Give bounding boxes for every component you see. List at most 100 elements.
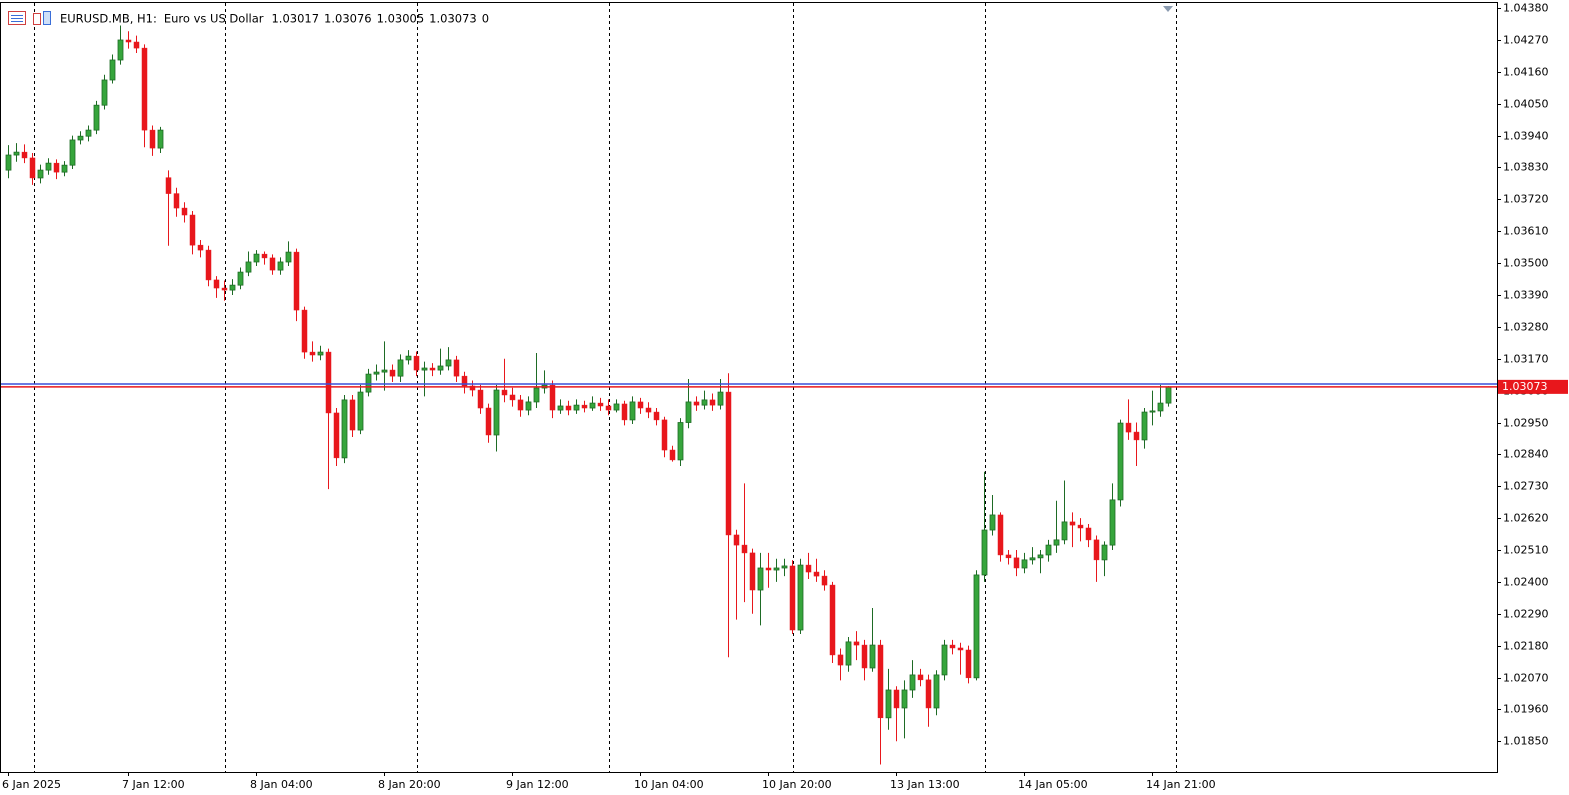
candle-body xyxy=(349,399,356,431)
candle xyxy=(469,380,476,397)
candle-body xyxy=(1085,527,1092,541)
candle-body xyxy=(461,375,468,387)
candle xyxy=(333,408,340,466)
x-tick-label: 9 Jan 12:00 xyxy=(506,778,569,791)
candle xyxy=(621,400,628,426)
candle xyxy=(181,202,188,223)
candle-body xyxy=(973,574,980,679)
candle xyxy=(501,358,508,403)
candle-body xyxy=(941,644,948,676)
candle xyxy=(1029,547,1036,565)
candle xyxy=(813,558,820,582)
candle xyxy=(261,251,268,265)
candle xyxy=(61,161,68,177)
candle-body xyxy=(237,271,244,286)
candle-body xyxy=(1005,554,1012,559)
candle xyxy=(53,159,60,180)
candle xyxy=(1149,390,1156,426)
candle-body xyxy=(509,394,516,401)
candle-body xyxy=(573,404,580,411)
candle xyxy=(173,187,180,217)
candle-body xyxy=(517,399,524,411)
candle-body xyxy=(989,514,996,531)
candle-body xyxy=(661,419,668,451)
candle xyxy=(325,348,332,490)
candle xyxy=(365,368,372,397)
candle xyxy=(669,445,676,462)
candle xyxy=(941,639,948,681)
candle-body xyxy=(1029,557,1036,561)
candle-body xyxy=(325,351,332,414)
candle xyxy=(1085,523,1092,548)
candle xyxy=(981,471,988,582)
candle xyxy=(933,670,940,716)
y-tick-label: 1.02730 xyxy=(1503,480,1549,493)
candle xyxy=(757,552,764,626)
y-tick-label: 1.04380 xyxy=(1503,2,1549,15)
candle xyxy=(949,639,956,655)
candle xyxy=(149,125,156,156)
candle xyxy=(477,384,484,414)
candle xyxy=(573,399,580,414)
y-tick-label: 1.01850 xyxy=(1503,735,1549,748)
candle xyxy=(637,397,644,414)
candle xyxy=(93,100,100,135)
candle xyxy=(805,552,812,579)
candle xyxy=(221,280,228,301)
candle-body xyxy=(269,257,276,271)
candle xyxy=(309,341,316,362)
candle-body xyxy=(957,647,964,651)
candle-body xyxy=(1077,524,1084,529)
candle xyxy=(557,399,564,414)
x-tick-label: 10 Jan 04:00 xyxy=(634,778,704,791)
candle-body xyxy=(157,129,164,149)
candle-body xyxy=(781,565,788,569)
candle xyxy=(861,639,868,681)
candle xyxy=(5,145,12,179)
candle xyxy=(973,570,980,681)
candle-body xyxy=(421,367,428,371)
y-tick-label: 1.02510 xyxy=(1503,544,1549,557)
candle-body xyxy=(653,411,660,421)
candle-body xyxy=(645,407,652,413)
candle xyxy=(205,245,212,287)
candle xyxy=(189,210,196,255)
candle xyxy=(85,125,92,142)
candle xyxy=(45,158,52,175)
candle-body xyxy=(629,401,636,421)
candle-body xyxy=(45,162,52,171)
candle xyxy=(293,248,300,322)
candle xyxy=(125,31,132,49)
y-tick-label: 1.01960 xyxy=(1503,703,1549,716)
candle-body xyxy=(173,193,180,209)
candle xyxy=(733,529,740,620)
candle xyxy=(13,143,20,162)
candle-body xyxy=(21,151,28,159)
candle xyxy=(141,44,148,148)
candle-body xyxy=(557,405,564,411)
y-tick-label: 1.03280 xyxy=(1503,321,1549,334)
header-text: 0 xyxy=(482,12,489,26)
candle xyxy=(237,267,244,290)
candle-body xyxy=(965,649,972,679)
header-text: 1.03017 xyxy=(271,12,319,26)
candle-body xyxy=(773,567,780,571)
candle-body xyxy=(493,389,500,436)
candle-body xyxy=(1069,521,1076,526)
candle-body xyxy=(213,279,220,289)
candle-body xyxy=(933,674,940,709)
candle-body xyxy=(285,251,292,263)
candle-body xyxy=(333,412,340,459)
candle xyxy=(661,416,668,458)
candle-body xyxy=(1101,544,1108,561)
candle xyxy=(605,399,612,416)
candle-body xyxy=(253,253,260,263)
candle-body xyxy=(373,371,380,375)
candle-body xyxy=(293,251,300,311)
candle-body xyxy=(85,129,92,137)
candle-body xyxy=(621,403,628,421)
candle xyxy=(197,239,204,258)
candle xyxy=(677,418,684,466)
candle xyxy=(421,361,428,397)
